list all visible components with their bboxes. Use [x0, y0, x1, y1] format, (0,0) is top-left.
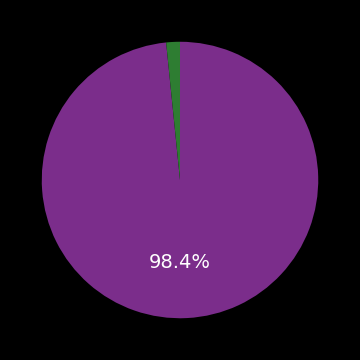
Wedge shape [42, 42, 318, 318]
Wedge shape [166, 42, 180, 180]
Text: 98.4%: 98.4% [149, 253, 211, 273]
